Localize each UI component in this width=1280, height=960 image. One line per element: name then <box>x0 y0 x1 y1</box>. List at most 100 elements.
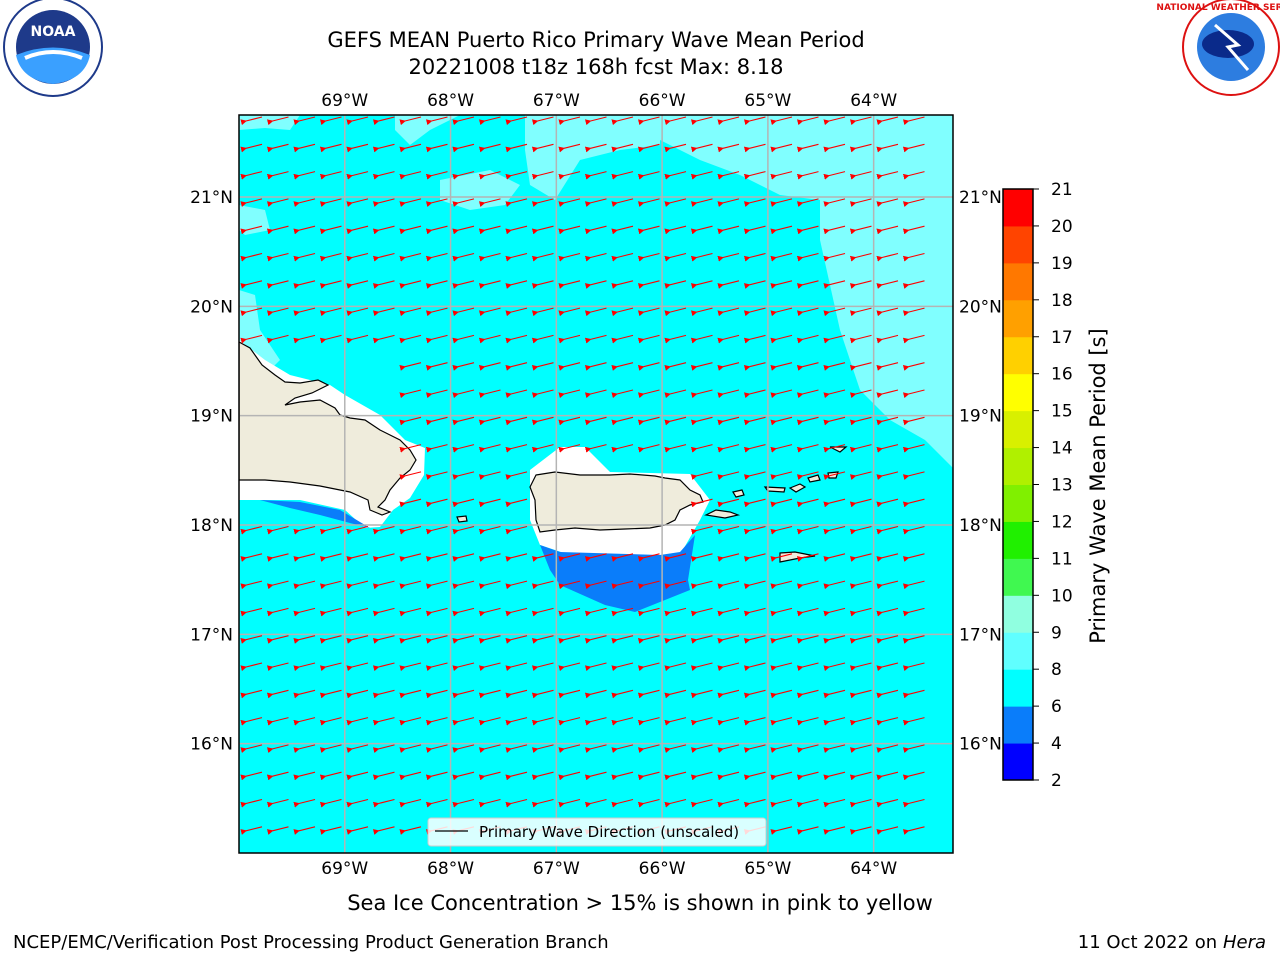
footer-date: 11 Oct 2022 on Hera <box>1077 932 1266 953</box>
wave-arrow <box>478 225 501 235</box>
wave-arrow <box>372 171 395 180</box>
wave-arrow <box>293 771 316 781</box>
wave-arrow <box>293 334 316 344</box>
wave-arrow <box>664 444 687 453</box>
wave-arrow <box>690 416 713 426</box>
wave-arrow <box>372 826 395 835</box>
wave-arrow <box>823 798 846 808</box>
wave-arrow <box>531 689 554 699</box>
wave-arrow <box>637 225 660 235</box>
wave-arrow <box>690 307 713 317</box>
wave-arrow <box>717 662 740 672</box>
colorbar-segment <box>1003 336 1033 375</box>
wave-arrow <box>319 635 342 644</box>
wave-arrow <box>664 143 687 153</box>
wave-arrow <box>505 771 528 781</box>
wave-arrow <box>240 798 263 808</box>
wave-arrow <box>531 580 554 590</box>
wave-arrow <box>266 580 289 590</box>
wave-arrow <box>425 717 448 726</box>
wave-arrow <box>611 280 634 289</box>
wave-arrow <box>531 307 554 317</box>
wave-arrow <box>717 252 740 262</box>
wave-arrow <box>717 771 740 781</box>
wave-arrow <box>770 798 793 808</box>
wave-arrow <box>505 607 528 617</box>
lat-label-right: 18°N <box>959 516 1002 536</box>
wave-arrow <box>611 171 634 180</box>
wave-arrow <box>902 717 925 726</box>
wave-arrow <box>770 580 793 590</box>
wave-arrow <box>637 334 660 344</box>
wave-arrow <box>611 252 634 262</box>
wave-arrow <box>240 717 263 726</box>
wave-arrow <box>611 553 634 562</box>
wave-arrow <box>584 416 607 426</box>
wave-arrow <box>902 171 925 180</box>
wave-arrow <box>902 334 925 344</box>
wave-arrow <box>849 416 872 426</box>
wave-arrow <box>452 444 475 453</box>
colorbar-segment <box>1003 262 1033 301</box>
wave-arrow <box>240 662 263 672</box>
wave-arrow <box>770 771 793 781</box>
colorbar-tick-label: 19 <box>1051 254 1073 274</box>
wave-arrow <box>399 252 422 262</box>
wave-arrow <box>266 744 289 754</box>
wave-arrow <box>770 198 793 208</box>
light-ocean-region <box>239 115 300 130</box>
wave-arrow <box>266 717 289 726</box>
wave-arrow <box>425 334 448 344</box>
wave-arrow <box>637 252 660 262</box>
colorbar-segment <box>1003 189 1033 227</box>
wave-arrow <box>611 334 634 344</box>
wave-arrow <box>319 717 342 726</box>
wave-arrow <box>266 662 289 672</box>
wave-arrow <box>690 525 713 535</box>
machine-name: Hera <box>1222 932 1266 953</box>
wave-arrow <box>690 198 713 208</box>
wave-arrow <box>823 553 846 562</box>
legend-label: Primary Wave Direction (unscaled) <box>479 823 739 841</box>
wave-arrow <box>399 498 422 508</box>
wave-arrow <box>478 717 501 726</box>
graticule <box>239 115 953 853</box>
colorbar-tick-label: 12 <box>1051 512 1073 532</box>
wave-arrow <box>849 607 872 617</box>
wave-arrow <box>690 580 713 590</box>
wave-arrow <box>690 662 713 672</box>
lat-label-right: 19°N <box>959 407 1002 427</box>
wave-arrow <box>849 143 872 153</box>
lon-label-top: 67°W <box>533 91 580 111</box>
wave-arrow <box>346 553 369 562</box>
wave-arrow <box>452 116 475 126</box>
wave-arrow <box>743 662 766 672</box>
wave-arrow <box>372 143 395 153</box>
wave-arrow <box>584 198 607 208</box>
wave-arrow <box>531 252 554 262</box>
lat-labels-left: 21°N 20°N 19°N 18°N 17°N 16°N <box>190 188 233 755</box>
wave-arrow <box>346 307 369 317</box>
colorbar-tick-label: 11 <box>1051 549 1073 569</box>
wave-arrow <box>399 116 422 126</box>
wave-arrow <box>584 635 607 644</box>
wave-arrow <box>399 580 422 590</box>
wave-arrow <box>240 252 263 262</box>
wave-arrow <box>558 307 581 317</box>
wave-arrow <box>770 389 793 399</box>
wave-arrow <box>717 334 740 344</box>
wave-arrow <box>743 334 766 344</box>
wave-arrow <box>478 143 501 153</box>
wave-arrow <box>796 607 819 617</box>
wave-arrow <box>690 143 713 153</box>
wave-arrow <box>823 689 846 699</box>
wave-arrow <box>743 362 766 371</box>
colorbar-tick-label: 18 <box>1051 291 1073 311</box>
wave-arrow <box>266 171 289 180</box>
wave-arrow <box>876 143 899 153</box>
wave-arrow <box>558 744 581 754</box>
wave-arrow <box>372 225 395 235</box>
wave-arrow <box>770 362 793 371</box>
wave-arrow <box>902 116 925 126</box>
wave-arrow <box>876 662 899 672</box>
